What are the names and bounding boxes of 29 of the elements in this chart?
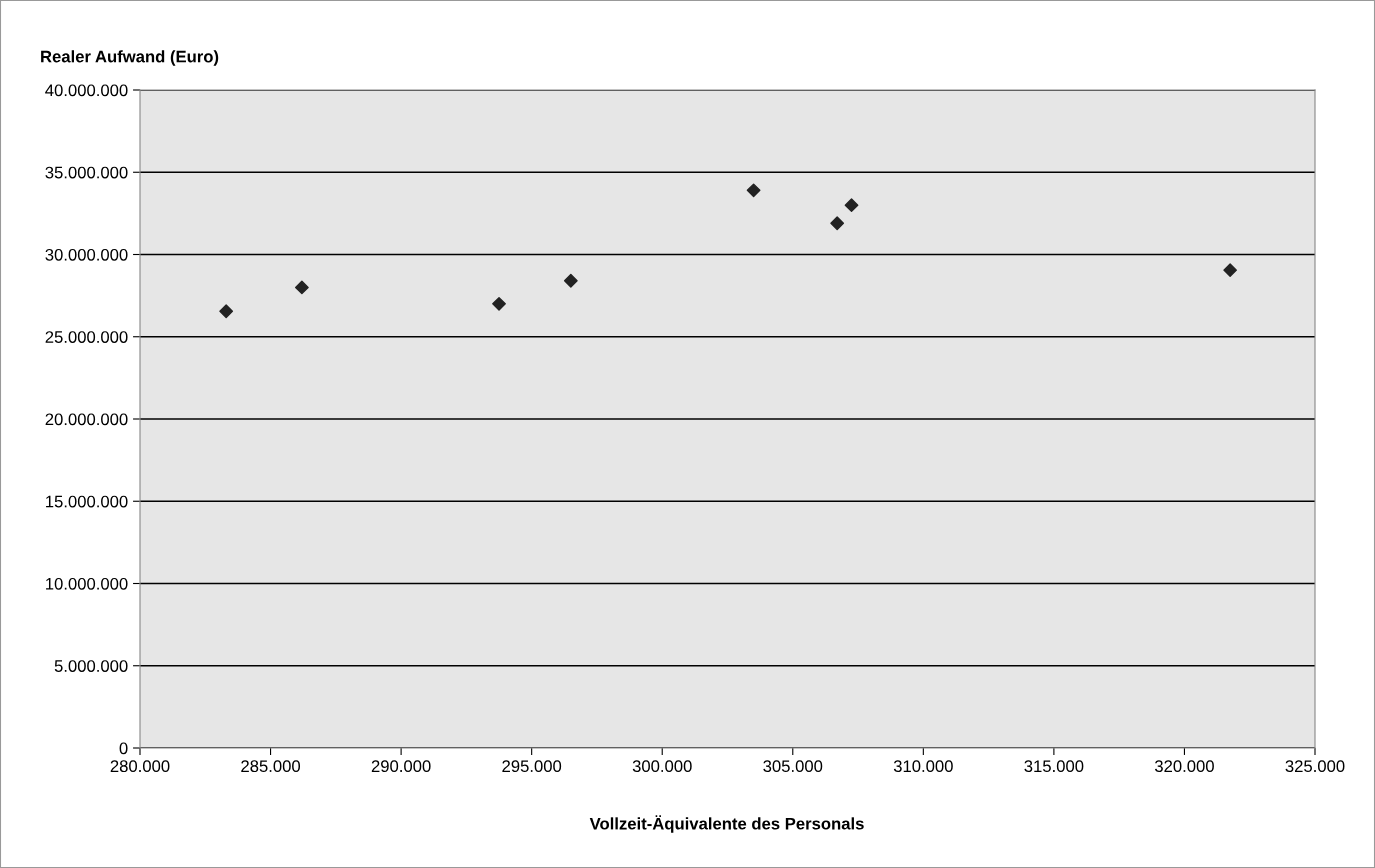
- x-tick-label: 280.000: [110, 760, 170, 773]
- point: [492, 296, 506, 311]
- x-tick-label: 300.000: [632, 760, 692, 773]
- y-tick-label: 30.000.000: [45, 248, 128, 261]
- x-axis-title: Vollzeit-Äquivalente des Personals: [589, 815, 864, 833]
- x-tick-label: 325.000: [1285, 760, 1345, 773]
- x-tick-label: 305.000: [763, 760, 823, 773]
- x-tick-label: 295.000: [502, 760, 562, 773]
- y-tick-label: 40.000.000: [45, 84, 128, 97]
- y-tick-label: 20.000.000: [45, 413, 128, 426]
- point: [219, 304, 234, 319]
- x-tick-label: 285.000: [241, 760, 301, 773]
- y-tick-label: 10.000.000: [46, 577, 128, 590]
- y-tick-label: 35.000.000: [45, 166, 128, 179]
- point: [563, 273, 578, 288]
- x-tick-label: 310.000: [893, 760, 953, 773]
- x-tick-label: 315.000: [1024, 760, 1084, 773]
- point: [746, 183, 761, 198]
- y-tick-label: 25.000.000: [45, 331, 128, 343]
- x-tick-label: 320.000: [1154, 760, 1214, 773]
- point: [1223, 263, 1238, 278]
- y-tick-label: 15.000.000: [46, 495, 128, 508]
- point: [830, 216, 845, 231]
- x-tick-label: 290.000: [371, 760, 431, 773]
- y-axis-title: Realer Aufwand (Euro): [41, 50, 219, 66]
- point: [844, 198, 859, 213]
- y-tick-label: 5.000.000: [54, 660, 128, 672]
- point: [294, 280, 309, 295]
- y-tick-label: 0: [119, 742, 128, 755]
